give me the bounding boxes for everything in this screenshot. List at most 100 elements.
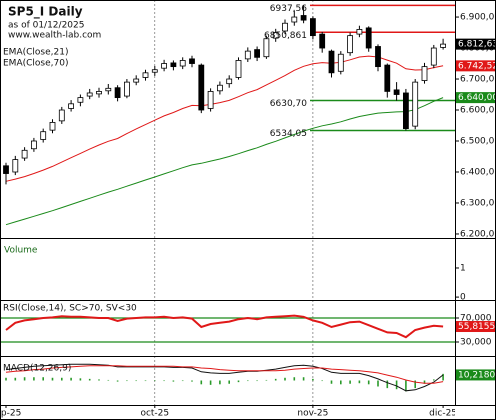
candle-body bbox=[291, 16, 298, 23]
histogram-bar bbox=[228, 380, 230, 384]
candle-body bbox=[40, 131, 47, 140]
histogram-bar bbox=[98, 379, 100, 381]
candle-body bbox=[142, 72, 149, 78]
histogram-bar bbox=[181, 380, 184, 382]
candle-body bbox=[105, 87, 112, 92]
value-badge bbox=[456, 321, 495, 333]
candle-body bbox=[189, 58, 195, 64]
candle-body bbox=[21, 149, 28, 159]
histogram-bar bbox=[14, 377, 17, 381]
value-badge bbox=[456, 60, 495, 72]
candle-body bbox=[198, 64, 205, 111]
candle-body bbox=[151, 69, 158, 73]
y-tick-label: 70,000 bbox=[460, 314, 492, 324]
histogram-bar bbox=[5, 377, 7, 381]
candle-body bbox=[226, 78, 233, 85]
candle-body bbox=[254, 49, 261, 58]
candle-body bbox=[30, 140, 37, 150]
value-badge bbox=[456, 369, 495, 381]
candle-body bbox=[114, 87, 121, 99]
candle-body bbox=[77, 97, 84, 103]
macd-line bbox=[5, 363, 444, 392]
histogram-bar bbox=[237, 380, 240, 383]
histogram-bar bbox=[135, 380, 137, 382]
candle-body bbox=[12, 159, 19, 173]
y-tick-label: 1 bbox=[460, 263, 466, 273]
histogram-bar bbox=[88, 378, 91, 381]
histogram-bar bbox=[367, 380, 370, 385]
histogram-bar bbox=[23, 377, 26, 381]
pane-title: Volume bbox=[4, 246, 38, 256]
candle-body bbox=[170, 62, 177, 68]
histogram-bar bbox=[144, 380, 147, 382]
histogram-bar bbox=[247, 380, 249, 382]
histogram-bar bbox=[126, 380, 128, 382]
candle-body bbox=[421, 66, 428, 81]
candle-body bbox=[328, 50, 335, 74]
ema-line bbox=[5, 55, 444, 182]
value-badge-label: 55,8155 bbox=[458, 322, 495, 332]
y-tick-label: 0 bbox=[460, 293, 466, 303]
macd-line bbox=[5, 365, 444, 384]
histogram-bar bbox=[377, 380, 379, 387]
subtitle: as of 01/12/2025 bbox=[8, 21, 84, 31]
candle-body bbox=[319, 33, 326, 49]
histogram-bar bbox=[386, 380, 389, 389]
level-label: 6937,56 bbox=[270, 4, 307, 14]
candle-body bbox=[393, 89, 400, 95]
histogram-bar bbox=[302, 377, 305, 381]
candle-body bbox=[440, 43, 447, 48]
histogram-bar bbox=[209, 380, 212, 385]
y-tick-label: 6.900,000 bbox=[460, 13, 496, 23]
x-tick-label: nov-25 bbox=[297, 409, 328, 419]
histogram-bar bbox=[219, 380, 221, 385]
histogram-bar bbox=[42, 377, 44, 381]
candle-body bbox=[384, 64, 391, 92]
histogram-bar bbox=[163, 380, 165, 382]
candle-body bbox=[124, 81, 130, 97]
candle-body bbox=[133, 78, 140, 83]
y-tick-label: 30,000 bbox=[460, 338, 492, 348]
level-label: 6630,70 bbox=[270, 99, 307, 109]
candle-body bbox=[179, 60, 186, 67]
level-label: 6850,861 bbox=[264, 31, 307, 41]
indicator-line bbox=[5, 314, 444, 339]
histogram-bar bbox=[433, 379, 435, 381]
value-badge-label: 10,2180 bbox=[458, 370, 495, 380]
histogram-bar bbox=[116, 380, 119, 382]
candle-body bbox=[430, 47, 437, 66]
candle-body bbox=[375, 46, 381, 68]
histogram-bar bbox=[395, 380, 398, 390]
histogram-bar bbox=[414, 380, 416, 389]
histogram-bar bbox=[405, 380, 407, 392]
x-tick-label: dic-25 bbox=[429, 409, 457, 419]
histogram-bar bbox=[358, 380, 361, 384]
source: www.wealth-lab.com bbox=[8, 31, 101, 41]
histogram-bar bbox=[191, 380, 193, 382]
candle-body bbox=[3, 165, 9, 174]
y-tick-label: 6.600,000 bbox=[460, 106, 496, 116]
chart-title: SP5_I Daily bbox=[8, 5, 83, 20]
histogram-bar bbox=[172, 380, 175, 382]
histogram-bar bbox=[33, 377, 35, 381]
histogram-bar bbox=[274, 378, 277, 381]
candle-body bbox=[402, 92, 409, 130]
y-tick-label: 6.300,000 bbox=[460, 198, 496, 208]
candle-body bbox=[235, 60, 242, 78]
plot-area: sep-25 oct-25 nov-25 dic-25 bbox=[0, 5, 457, 419]
legend-entry: EMA(Close,70) bbox=[3, 59, 68, 69]
histogram-bar bbox=[321, 380, 323, 382]
histogram-bar bbox=[79, 378, 82, 381]
candle-body bbox=[68, 103, 74, 109]
legend-entry: EMA(Close,21) bbox=[3, 48, 68, 58]
histogram-bar bbox=[293, 377, 296, 381]
candle-body bbox=[216, 84, 223, 92]
pane-title: RSI(Close,14), SC>70, SV<30 bbox=[3, 304, 137, 314]
grid bbox=[0, 0, 455, 405]
pane-title: MACD(12,26,9) bbox=[3, 364, 71, 374]
candle-body bbox=[300, 15, 307, 21]
y-tick-label: 6.500,000 bbox=[460, 137, 496, 147]
histogram-bar bbox=[265, 379, 268, 381]
labels: SP5_I Daily as of 01/12/2025 www.wealth-… bbox=[3, 4, 496, 381]
